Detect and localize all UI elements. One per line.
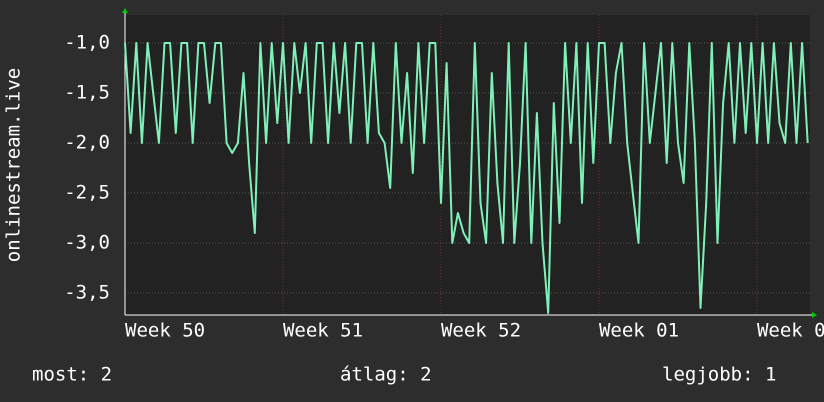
y-tick-label: -2,5 xyxy=(64,182,110,204)
legend-entry: most: 2 xyxy=(32,364,112,386)
y-tick-label: -1,0 xyxy=(64,32,110,54)
x-tick-label: Week 50 xyxy=(125,320,205,342)
y-tick-label: -3,0 xyxy=(64,232,110,254)
x-tick-label: Week 01 xyxy=(599,320,679,342)
x-tick-label: Week 02 xyxy=(757,320,824,342)
data-line xyxy=(124,42,809,314)
x-tick-label: Week 52 xyxy=(441,320,521,342)
axis-arrow xyxy=(812,312,817,318)
y-tick-label: -1,5 xyxy=(64,82,110,104)
legend-entry: legjobb: 1 xyxy=(662,364,776,386)
y-tick-label: -2,0 xyxy=(64,132,110,154)
x-tick-label: Week 51 xyxy=(283,320,363,342)
y-axis-label: onlinestream.live xyxy=(3,68,25,262)
legend-entry: átlag: 2 xyxy=(340,364,432,386)
y-tick-label: -3,5 xyxy=(64,282,110,304)
axis-arrow xyxy=(122,8,128,13)
